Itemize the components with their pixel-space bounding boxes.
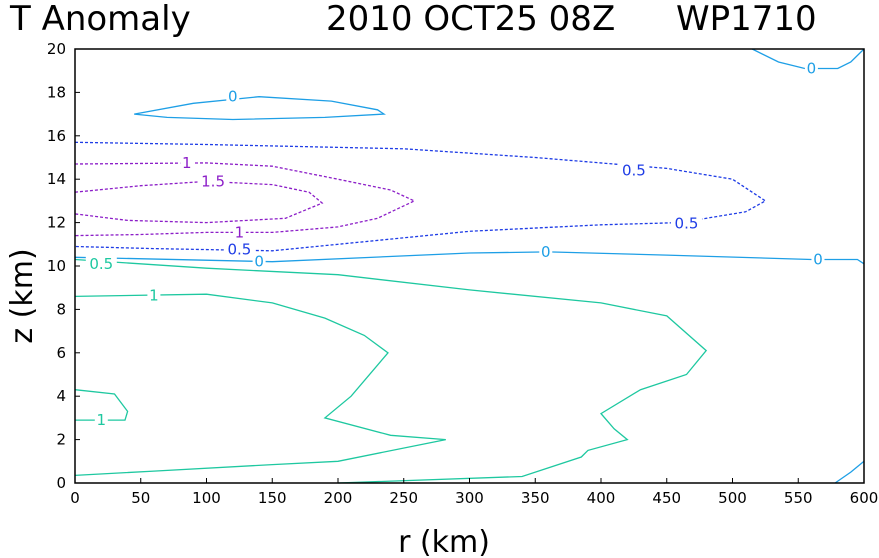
contour-line-0 <box>751 48 865 70</box>
contour-label: 0.5 <box>622 162 646 180</box>
contour-label: 0 <box>813 250 823 268</box>
contour-label: 0.5 <box>89 255 113 273</box>
y-axis-label: z (km) <box>5 248 40 343</box>
y-tick-label: 20 <box>47 40 66 58</box>
contour-label: 0 <box>228 88 238 106</box>
contour-label-background <box>804 60 818 77</box>
contour-label: 0.5 <box>227 241 251 259</box>
x-tick-label: 50 <box>131 489 150 507</box>
x-tick-label: 500 <box>718 489 747 507</box>
chart-title-left: T Anomaly <box>9 0 191 39</box>
contour-line-0-5 <box>74 141 767 252</box>
contour-lines <box>74 48 865 484</box>
chart-title-date: 2010 OCT25 08Z <box>326 0 615 39</box>
x-axis-label: r (km) <box>398 525 490 558</box>
x-axis-ticks: 0 50 100 150 200 250 300 350 400 450 500 550 600 <box>70 478 878 507</box>
contour-label-background <box>180 154 194 171</box>
x-tick-label: 600 <box>850 489 879 507</box>
y-tick-label: 4 <box>56 387 66 405</box>
contour-label-background <box>147 287 161 304</box>
contour-line-0-5 <box>74 258 708 484</box>
contour-line-0 <box>74 251 865 265</box>
contour-label-background <box>811 251 825 268</box>
contour-label-background <box>539 243 553 260</box>
contour-label-background <box>670 215 702 232</box>
x-tick-label: 350 <box>521 489 550 507</box>
x-tick-label: 300 <box>455 489 484 507</box>
contour-label: 0 <box>254 253 264 271</box>
y-axis-ticks: 0 2 4 6 8 10 12 14 16 18 20 <box>47 40 80 492</box>
y-tick-label: 8 <box>56 300 66 318</box>
contour-line-1-5 <box>74 180 324 224</box>
contour-label-background <box>618 162 650 179</box>
contour-label-background <box>197 173 229 190</box>
contour-label: 0 <box>541 243 551 261</box>
contour-label: 1 <box>235 223 245 241</box>
x-tick-label: 100 <box>192 489 221 507</box>
contour-label-background <box>232 224 246 241</box>
contour-label: 1.5 <box>201 172 225 190</box>
y-tick-label: 18 <box>47 83 66 101</box>
contour-label-background <box>223 241 255 258</box>
y-tick-label: 0 <box>56 474 66 492</box>
x-tick-label: 200 <box>324 489 353 507</box>
contour-line-0 <box>134 96 386 121</box>
x-tick-label: 450 <box>652 489 681 507</box>
contour-label: 1 <box>97 411 107 429</box>
x-tick-label: 250 <box>389 489 418 507</box>
contour-label: 0 <box>807 60 817 78</box>
y-tick-label: 10 <box>47 257 66 275</box>
contour-label: 0.5 <box>675 215 699 233</box>
x-tick-label: 150 <box>258 489 287 507</box>
y-tick-label: 12 <box>47 214 66 232</box>
contour-label-background <box>252 253 266 270</box>
y-tick-label: 2 <box>56 431 66 449</box>
contour-line-1 <box>74 162 416 237</box>
plot-frame <box>74 48 865 484</box>
contour-line-1 <box>74 293 446 477</box>
x-tick-label: 550 <box>784 489 813 507</box>
x-tick-label: 400 <box>587 489 616 507</box>
contour-label-background <box>226 88 240 105</box>
chart-title-storm: WP1710 <box>676 0 817 39</box>
y-tick-label: 6 <box>56 344 66 362</box>
contour-label: 1 <box>182 154 192 172</box>
contour-label-background <box>94 412 108 429</box>
contour-line-0 <box>834 460 865 484</box>
y-tick-label: 14 <box>47 170 66 188</box>
contour-label-background <box>85 255 117 272</box>
x-tick-label: 0 <box>70 489 80 507</box>
y-tick-label: 16 <box>47 127 66 145</box>
contour-label: 1 <box>149 286 159 304</box>
